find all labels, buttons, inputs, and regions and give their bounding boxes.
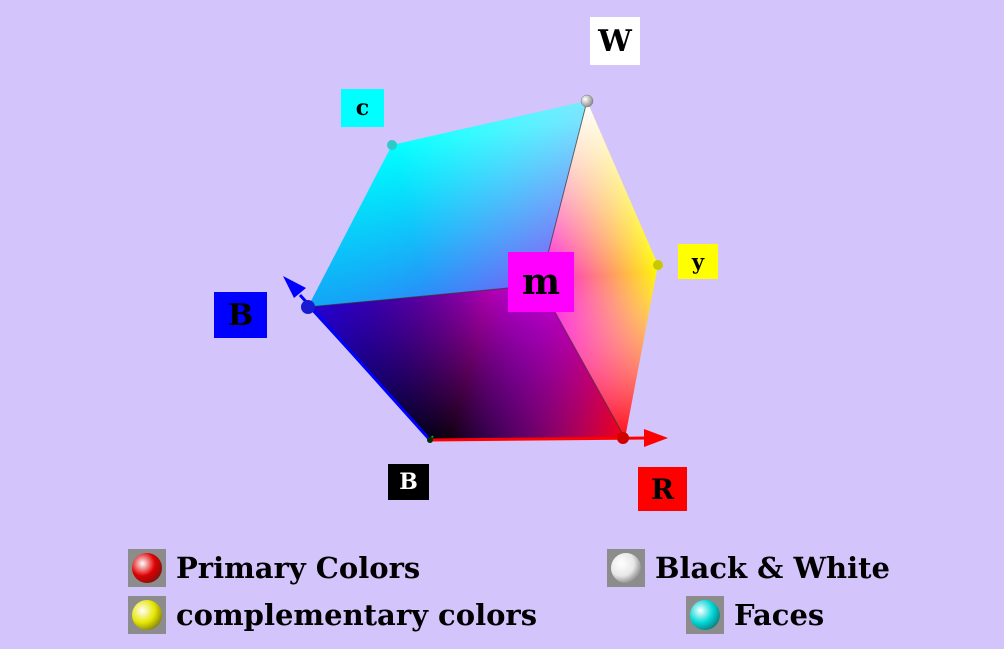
blue-vertex-ball <box>301 300 315 314</box>
label-red-vertex: R <box>638 467 687 511</box>
cyan-vertex-ball <box>387 140 397 150</box>
cyan-ball-icon <box>690 600 720 630</box>
legend-faces: Faces <box>686 595 824 635</box>
yellow-vertex-ball <box>653 260 663 270</box>
legend-black-white: Black & White <box>607 548 890 588</box>
legend-label-complementary: complementary colors <box>176 598 538 632</box>
legend-complementary-colors: complementary colors <box>128 595 537 635</box>
white-vertex-ball <box>580 94 594 108</box>
red-vertex-ball <box>617 432 629 444</box>
legend-label-black-white: Black & White <box>655 551 890 585</box>
label-white-vertex: W <box>590 17 640 65</box>
white-ball-icon <box>611 553 641 583</box>
complementary-swatch <box>128 596 166 634</box>
legend-label-faces: Faces <box>734 598 825 632</box>
faces-swatch <box>686 596 724 634</box>
label-cyan-vertex: c <box>341 89 384 127</box>
black-white-swatch <box>607 549 645 587</box>
red-axis-arrow <box>429 429 668 447</box>
label-magenta-vertex: m <box>508 252 574 312</box>
yellow-ball-icon <box>132 600 162 630</box>
label-black-vertex: B <box>388 464 429 500</box>
primary-swatch <box>128 549 166 587</box>
cube-face-blue-red <box>308 285 625 440</box>
label-blue-vertex: B <box>214 292 267 338</box>
cube-face-yellow-red <box>540 101 658 438</box>
red-ball-icon <box>132 553 162 583</box>
legend-primary-colors: Primary Colors <box>128 548 420 588</box>
legend-label-primary: Primary Colors <box>176 551 421 585</box>
black-vertex-ball <box>427 437 433 443</box>
label-yellow-vertex: y <box>678 244 718 279</box>
blue-axis-arrow <box>283 276 432 442</box>
